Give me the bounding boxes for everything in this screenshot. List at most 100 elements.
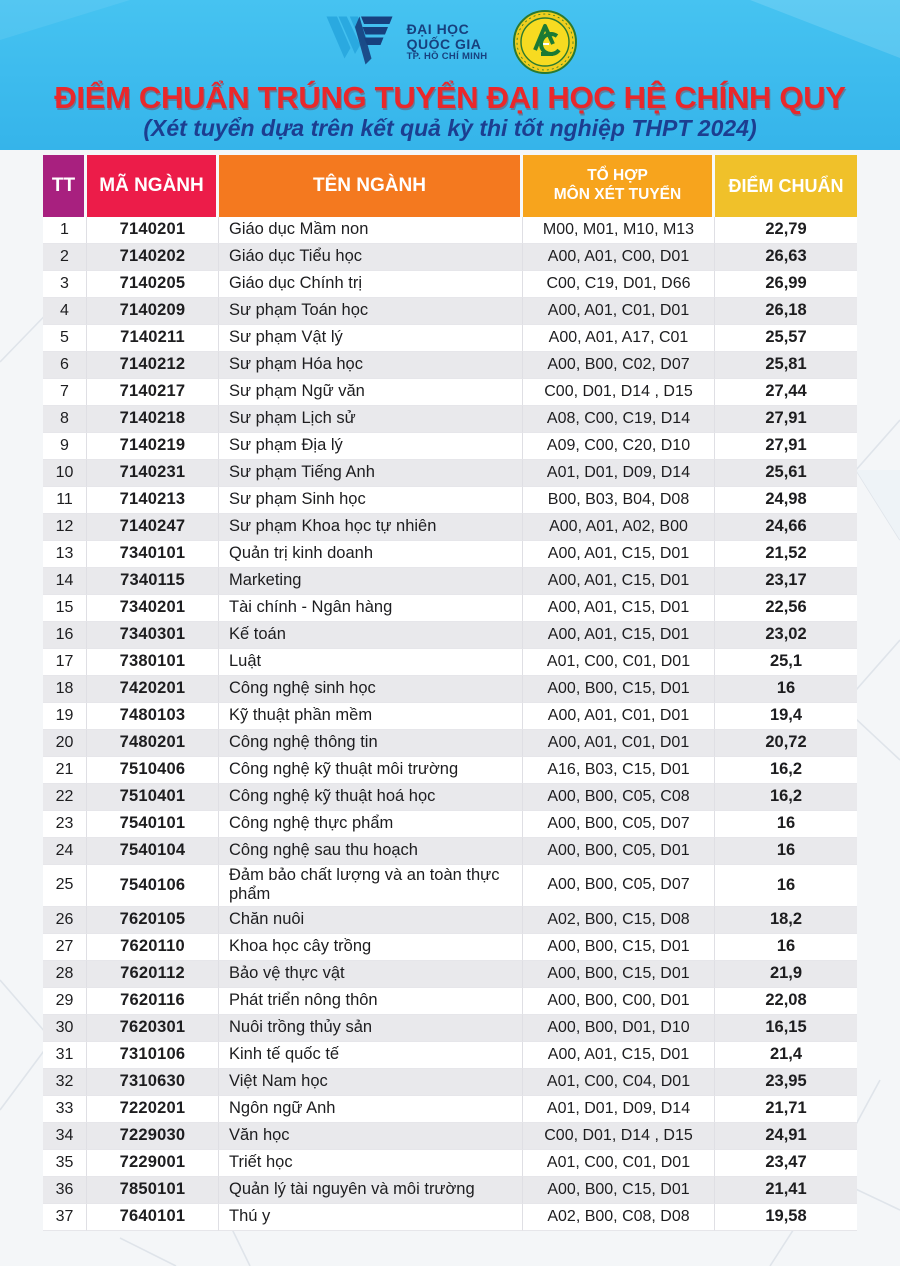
cell-name: Triết học bbox=[219, 1149, 523, 1177]
logo-row: ĐẠI HỌC QUỐC GIA TP. HỒ CHÍ MINH bbox=[0, 6, 900, 78]
cell-score: 23,95 bbox=[715, 1069, 857, 1096]
cell-score: 25,61 bbox=[715, 460, 857, 487]
cell-score: 21,41 bbox=[715, 1177, 857, 1204]
cell-tt: 33 bbox=[43, 1095, 87, 1123]
cell-score: 21,9 bbox=[715, 961, 857, 988]
cell-tt: 3 bbox=[43, 271, 87, 298]
cell-code: 7540104 bbox=[87, 838, 219, 865]
vnu-logo-text: ĐẠI HỌC QUỐC GIA TP. HỒ CHÍ MINH bbox=[407, 22, 488, 61]
table-row: 21 7510406 Công nghệ kỹ thuật môi trường A1… bbox=[43, 757, 857, 784]
table-row: 34 7229030 Văn học C00, D01, D14 , D15 24,91 bbox=[43, 1122, 857, 1150]
cell-code: 7540101 bbox=[87, 811, 219, 838]
cell-tt: 25 bbox=[43, 865, 87, 907]
cell-name: Sư phạm Tiếng Anh bbox=[219, 460, 523, 487]
table-row: 14 7340115 Marketing A00, A01, C15, D01 23,1… bbox=[43, 568, 857, 595]
table-row: 13 7340101 Quản trị kinh doanh A00, A01, C1… bbox=[43, 541, 857, 568]
cell-combo: A00, B00, C05, D07 bbox=[523, 811, 715, 838]
cell-tt: 6 bbox=[43, 352, 87, 379]
table-row: 31 7310106 Kinh tế quốc tế A00, A01, C15, D… bbox=[43, 1041, 857, 1069]
cell-name: Quản trị kinh doanh bbox=[219, 541, 523, 568]
cell-combo: A00, B00, C05, D01 bbox=[523, 838, 715, 865]
cell-tt: 17 bbox=[43, 649, 87, 676]
table-row: 26 7620105 Chăn nuôi A02, B00, C15, D08 18,2 bbox=[43, 906, 857, 934]
column-header-combo: TỔ HỢP MÔN XÉT TUYỂN bbox=[523, 155, 715, 217]
table-row: 1 7140201 Giáo dục Mầm non M00, M01, M10, M… bbox=[43, 217, 857, 244]
cell-tt: 27 bbox=[43, 933, 87, 961]
vnu-logo-icon bbox=[326, 16, 393, 65]
table-row: 23 7540101 Công nghệ thực phẩm A00, B00, C0… bbox=[43, 811, 857, 838]
cell-name: Văn học bbox=[219, 1122, 523, 1150]
cell-name: Sư phạm Lịch sử bbox=[219, 406, 523, 433]
cell-combo: A00, B00, C15, D01 bbox=[523, 676, 715, 703]
cell-name: Việt Nam học bbox=[219, 1068, 523, 1096]
cell-code: 7229030 bbox=[87, 1122, 219, 1150]
cell-combo: A02, B00, C15, D08 bbox=[523, 906, 715, 934]
banner-facet bbox=[750, 0, 900, 58]
cell-score: 16 bbox=[715, 811, 857, 838]
cell-combo: A01, C00, C04, D01 bbox=[523, 1068, 715, 1096]
cell-name: Công nghệ sinh học bbox=[219, 676, 523, 703]
combo-header-line1: TỔ HỢP bbox=[587, 167, 648, 185]
cell-combo: B00, B03, B04, D08 bbox=[523, 487, 715, 514]
cell-name: Chăn nuôi bbox=[219, 906, 523, 934]
cell-combo: A00, B00, C15, D01 bbox=[523, 960, 715, 988]
cell-tt: 22 bbox=[43, 784, 87, 811]
cell-combo: A00, B00, D01, D10 bbox=[523, 1014, 715, 1042]
cell-code: 7620112 bbox=[87, 960, 219, 988]
cell-name: Sư phạm Địa lý bbox=[219, 433, 523, 460]
cell-combo: A01, C00, C01, D01 bbox=[523, 649, 715, 676]
cell-score: 24,66 bbox=[715, 514, 857, 541]
cell-score: 27,91 bbox=[715, 406, 857, 433]
cell-code: 7140209 bbox=[87, 298, 219, 325]
cell-code: 7620110 bbox=[87, 933, 219, 961]
cell-tt: 35 bbox=[43, 1149, 87, 1177]
cell-code: 7420201 bbox=[87, 676, 219, 703]
cell-score: 25,81 bbox=[715, 352, 857, 379]
cell-score: 24,98 bbox=[715, 487, 857, 514]
cell-tt: 19 bbox=[43, 703, 87, 730]
table-row: 10 7140231 Sư phạm Tiếng Anh A01, D01, D09,… bbox=[43, 460, 857, 487]
cell-code: 7510401 bbox=[87, 784, 219, 811]
cell-combo: A00, A01, C15, D01 bbox=[523, 541, 715, 568]
cell-code: 7340101 bbox=[87, 541, 219, 568]
table-row: 5 7140211 Sư phạm Vật lý A00, A01, A17, C01… bbox=[43, 325, 857, 352]
cell-score: 16 bbox=[715, 865, 857, 907]
cell-score: 22,56 bbox=[715, 595, 857, 622]
cell-name: Sư phạm Toán học bbox=[219, 298, 523, 325]
cell-score: 19,4 bbox=[715, 703, 857, 730]
cell-name: Công nghệ sau thu hoạch bbox=[219, 838, 523, 865]
cell-name: Khoa học cây trồng bbox=[219, 933, 523, 961]
cell-tt: 4 bbox=[43, 298, 87, 325]
cell-combo: A00, A01, C01, D01 bbox=[523, 703, 715, 730]
cell-name: Công nghệ kỹ thuật hoá học bbox=[219, 784, 523, 811]
cell-name: Giáo dục Tiểu học bbox=[219, 244, 523, 271]
cell-tt: 1 bbox=[43, 217, 87, 244]
table-row: 6 7140212 Sư phạm Hóa học A00, B00, C02, D0… bbox=[43, 352, 857, 379]
cell-code: 7310106 bbox=[87, 1041, 219, 1069]
cell-code: 7140231 bbox=[87, 460, 219, 487]
cell-combo: A09, C00, C20, D10 bbox=[523, 433, 715, 460]
table-row: 22 7510401 Công nghệ kỹ thuật hoá học A00, … bbox=[43, 784, 857, 811]
cell-tt: 21 bbox=[43, 757, 87, 784]
cell-score: 26,63 bbox=[715, 244, 857, 271]
cell-combo: A02, B00, C08, D08 bbox=[523, 1203, 715, 1231]
table-row: 12 7140247 Sư phạm Khoa học tự nhiên A00, A… bbox=[43, 514, 857, 541]
cell-name: Giáo dục Chính trị bbox=[219, 271, 523, 298]
cell-combo: A01, D01, D09, D14 bbox=[523, 460, 715, 487]
cell-score: 24,91 bbox=[715, 1123, 857, 1150]
cell-tt: 10 bbox=[43, 460, 87, 487]
cell-name: Sư phạm Hóa học bbox=[219, 352, 523, 379]
cell-tt: 18 bbox=[43, 676, 87, 703]
header-banner bbox=[0, 0, 900, 150]
cell-score: 16 bbox=[715, 838, 857, 865]
cell-tt: 24 bbox=[43, 838, 87, 865]
banner-facet bbox=[0, 0, 130, 40]
cell-combo: C00, D01, D14 , D15 bbox=[523, 379, 715, 406]
cell-combo: A00, A01, C01, D01 bbox=[523, 298, 715, 325]
vnu-text-line2: QUỐC GIA bbox=[406, 36, 482, 53]
cell-name: Nuôi trồng thủy sản bbox=[219, 1014, 523, 1042]
cell-combo: A00, A01, C00, D01 bbox=[523, 244, 715, 271]
table-row: 17 7380101 Luật A01, C00, C01, D01 25,1 bbox=[43, 649, 857, 676]
table-row: 4 7140209 Sư phạm Toán học A00, A01, C01, D… bbox=[43, 298, 857, 325]
cell-tt: 31 bbox=[43, 1041, 87, 1069]
